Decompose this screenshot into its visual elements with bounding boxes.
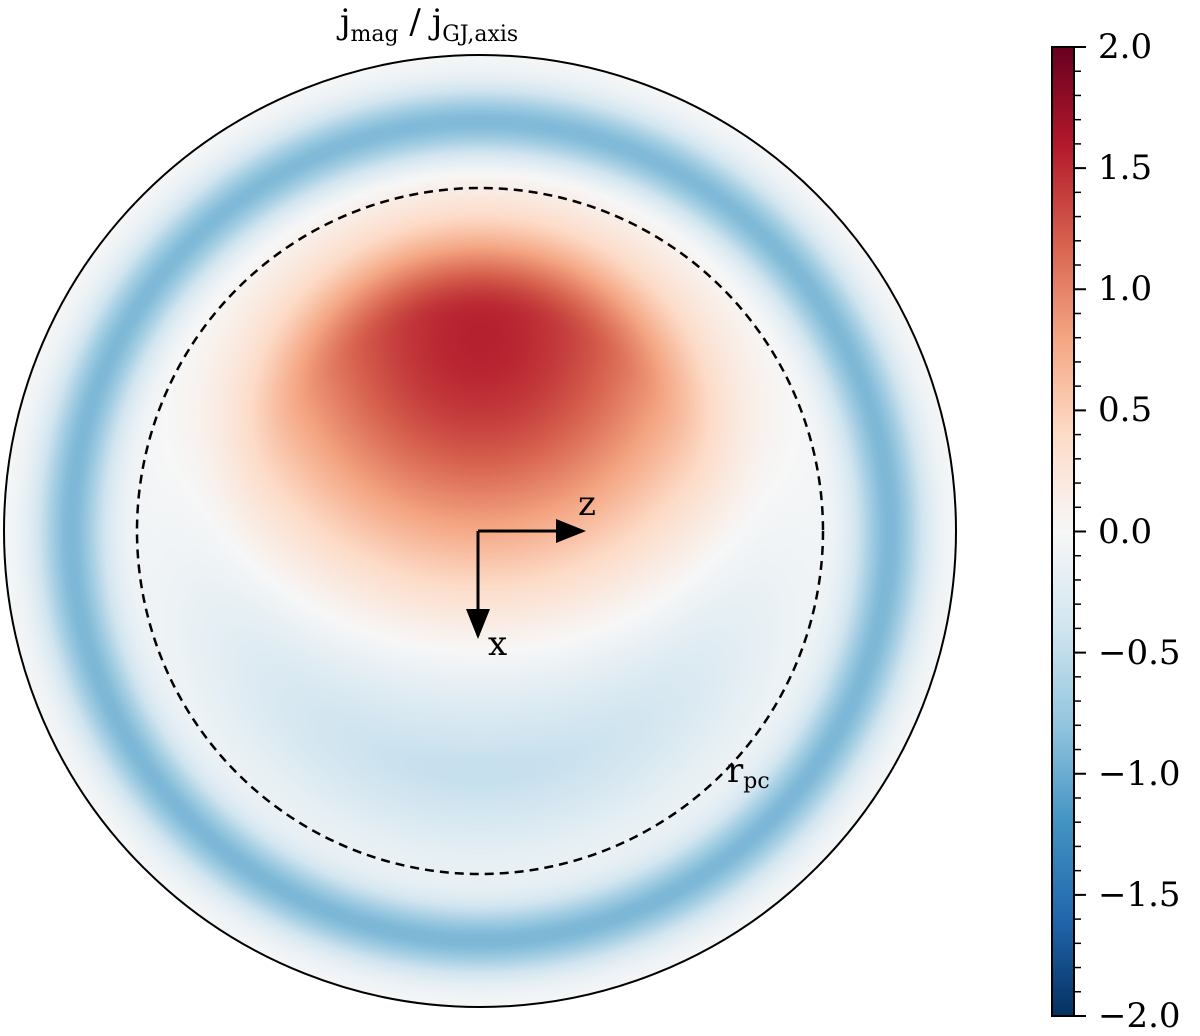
colorbar-tick-label: 1.0 (1098, 269, 1153, 310)
colorbar-tick-label: 1.5 (1098, 148, 1153, 189)
colorbar-tick-label: −1.0 (1098, 753, 1181, 794)
colorbar-tick-label: 2.0 (1098, 27, 1153, 67)
rpc-label: rpc (727, 751, 770, 794)
colorbar-tick-label: −2.0 (1098, 996, 1181, 1036)
colorbar-tick-label: −0.5 (1098, 632, 1181, 673)
colorbar (1051, 46, 1075, 1017)
colorbar-tick-label: 0.0 (1098, 511, 1153, 552)
colorbar-tick-label: 0.5 (1098, 390, 1153, 431)
colorbar-tick-label: −1.5 (1098, 874, 1181, 915)
chart-title: jmag / jGJ,axis (340, 2, 519, 47)
z-axis-label: z (578, 484, 596, 524)
rpc-dashed-circle (135, 186, 825, 876)
disk-boundary (3, 54, 957, 1008)
x-axis-label: x (488, 624, 507, 664)
